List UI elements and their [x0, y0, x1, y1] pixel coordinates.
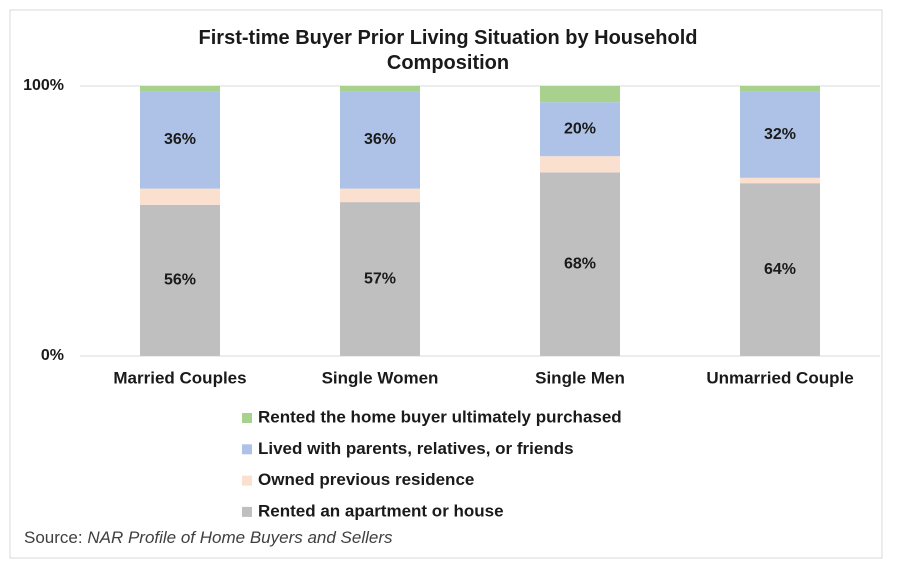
bar-segment: [540, 156, 620, 173]
bar-segment: [740, 91, 820, 178]
x-tick-label: Unmarried Couple: [706, 368, 853, 387]
bar-segment: [740, 177, 820, 184]
legend-label: Rented the home buyer ultimately purchas…: [258, 407, 622, 426]
value-label: 57%: [364, 270, 396, 287]
bar-segment: [540, 102, 620, 157]
source-label: Source:: [24, 528, 83, 547]
legend-label: Lived with parents, relatives, or friend…: [258, 439, 574, 458]
x-tick-label: Single Women: [322, 368, 439, 387]
x-tick-label: Single Men: [535, 368, 625, 387]
bar-segment: [140, 86, 220, 92]
bar-segment: [340, 188, 420, 203]
legend-swatch: [242, 506, 252, 517]
value-label: 56%: [164, 272, 196, 289]
value-label: 36%: [364, 131, 396, 148]
bar-segment: [140, 204, 220, 356]
source: Source: NAR Profile of Home Buyers and S…: [24, 528, 393, 547]
bar-segment: [140, 188, 220, 205]
legend-swatch: [242, 444, 252, 455]
bar-segment: [140, 91, 220, 189]
bar-segment: [740, 183, 820, 356]
bar-segment: [340, 91, 420, 189]
source-text: NAR Profile of Home Buyers and Sellers: [87, 528, 393, 547]
value-label: 68%: [564, 255, 596, 272]
legend-label: Rented an apartment or house: [258, 501, 504, 520]
bar-segment: [340, 202, 420, 356]
value-label: 20%: [564, 120, 596, 137]
value-label: 36%: [164, 131, 196, 148]
legend-swatch: [242, 475, 252, 486]
value-label: 64%: [764, 261, 796, 278]
y-tick-label: 100%: [23, 77, 64, 94]
bar-segment: [540, 172, 620, 356]
legend-label: Owned previous residence: [258, 470, 474, 489]
bar-segment: [540, 86, 620, 103]
legend-swatch: [242, 413, 252, 423]
x-tick-label: Married Couples: [113, 368, 246, 387]
bar-segment: [340, 86, 420, 92]
value-label: 32%: [764, 126, 796, 143]
bar-segment: [740, 86, 820, 92]
chart-title: First-time Buyer Prior Living Situation …: [198, 27, 698, 74]
y-tick-label: 0%: [41, 347, 64, 364]
